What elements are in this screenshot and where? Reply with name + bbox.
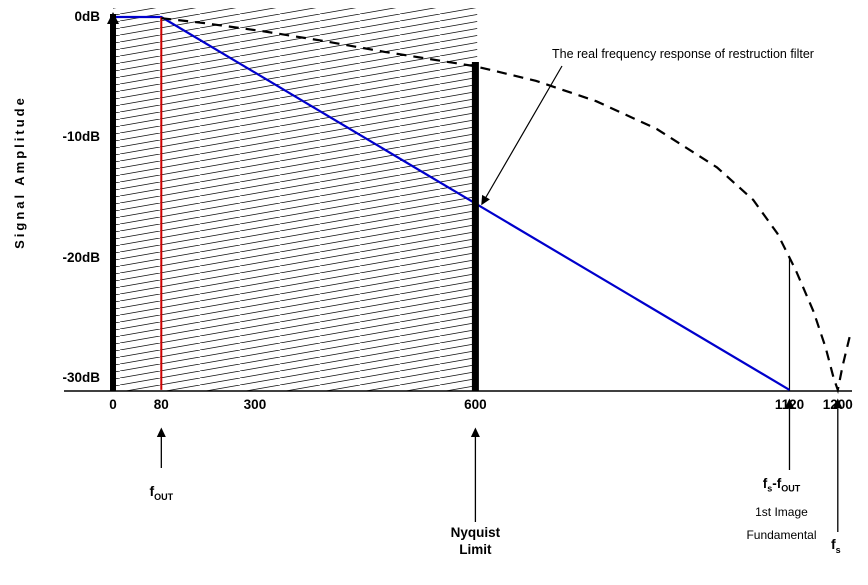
nyquist-band [113,8,478,391]
y-axis-ticks: 0dB -10dB -20dB -30dB [0,0,100,585]
fs-minus-fout-label: fs-fOUT [746,472,816,501]
first-image-label: fs-fOUT 1st Image Fundamental [746,472,816,547]
annotation-leader-arrow [481,65,563,206]
first-image-line2: 1st Image [755,504,808,519]
x-tick-label: 0 [109,397,117,412]
x-tick-label: 80 [153,397,169,412]
fout-subscript: OUT [154,491,174,502]
annotation-text: The real frequency response of restructi… [552,47,814,61]
fs-marker-label: fs [831,536,841,555]
y-tick-label: -20dB [62,249,100,265]
x-tick-label: 300 [243,397,267,412]
y-tick-label: -30dB [62,369,100,385]
series-real-filter-response [161,17,851,395]
fs-label-sub: s [835,544,841,555]
fs-base: f [762,476,768,491]
first-image-line3: Fundamental [746,527,817,542]
x-tick-label: 1120 [774,397,805,412]
nyquist-line2: Limit [459,542,492,557]
fout-base: f [149,483,155,499]
nyquist-line1: Nyquist [450,525,501,540]
fs-label-base: f [830,536,836,552]
minus-fout-sub: OUT [781,483,801,494]
x-tick-label: 1200 [822,397,853,412]
fout-marker-label: fOUT [149,483,173,502]
fs-sub: s [767,483,773,494]
nyquist-limit-label: Nyquist Limit [451,524,501,558]
y-tick-label: 0dB [74,9,100,24]
x-tick-label: 600 [464,397,487,412]
y-tick-label: -10dB [62,129,100,145]
minus-fout-base: -f [772,476,782,491]
